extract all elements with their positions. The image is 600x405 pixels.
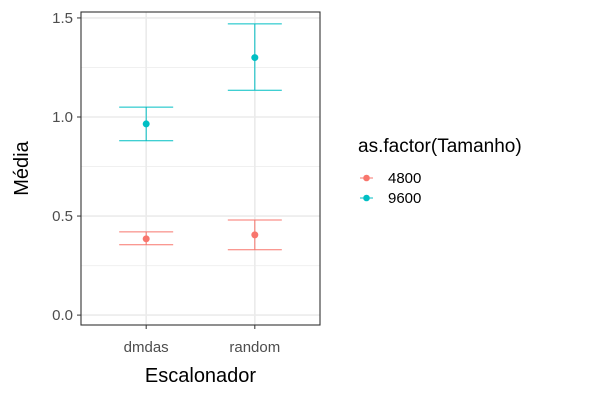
y-tick-label: 0.5 — [52, 208, 73, 225]
data-point-9600-random — [251, 54, 259, 62]
data-point-4800-random — [251, 231, 259, 239]
y-tick-label: 1.5 — [52, 10, 73, 27]
legend-entry-4800: 4800 — [360, 170, 421, 187]
y-tick-label: 1.0 — [52, 109, 73, 126]
data-marks — [119, 23, 282, 251]
legend-key-point-9600 — [363, 194, 370, 202]
legend-entry-9600: 9600 — [360, 190, 421, 207]
panel-border — [80, 11, 321, 326]
legend-key-point-4800 — [363, 174, 370, 182]
grid — [81, 12, 320, 325]
axes: 0.0 0.5 1.0 1.5 dmdas random — [52, 10, 280, 356]
data-point-4800-dmdas — [142, 235, 150, 243]
data-point-9600-dmdas — [142, 120, 150, 128]
legend: as.factor(Tamanho) 4800 9600 — [358, 136, 522, 207]
panel-background — [81, 12, 320, 325]
x-axis-title: Escalonador — [145, 365, 257, 387]
x-tick-label: random — [229, 339, 280, 356]
legend-label-4800: 4800 — [388, 170, 421, 187]
y-axis-title: Média — [11, 140, 33, 195]
legend-title: as.factor(Tamanho) — [358, 136, 522, 157]
x-tick-label: dmdas — [124, 339, 169, 356]
legend-label-9600: 9600 — [388, 190, 421, 207]
y-tick-label: 0.0 — [52, 307, 73, 324]
